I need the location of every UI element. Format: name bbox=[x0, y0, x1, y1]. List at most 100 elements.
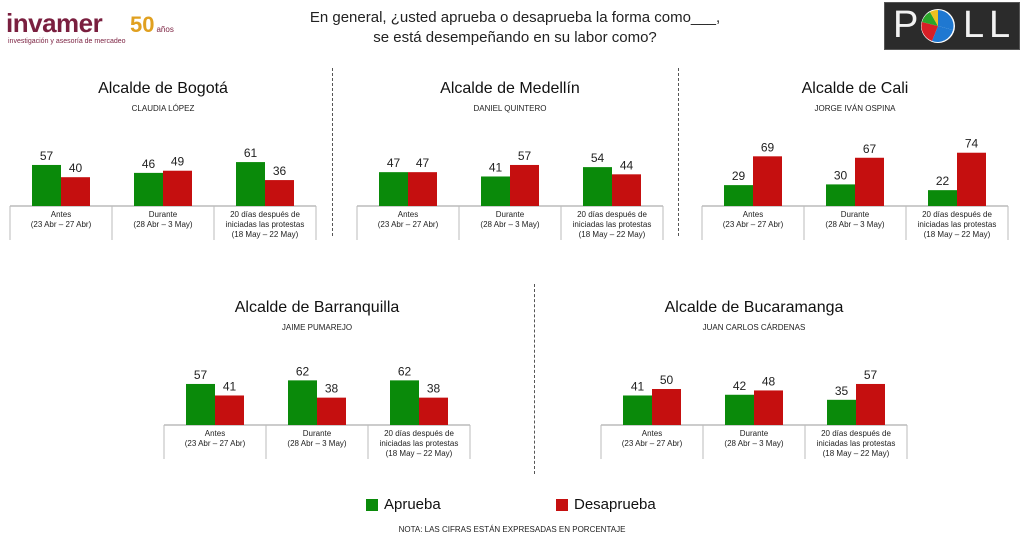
category-label: Antes bbox=[642, 429, 662, 438]
chart-subtitle: JAIME PUMAREJO bbox=[281, 323, 353, 332]
legend-label-aprueba: Aprueba bbox=[384, 496, 441, 513]
data-label: 38 bbox=[325, 382, 339, 396]
divider-3 bbox=[534, 284, 535, 474]
data-label: 41 bbox=[223, 379, 237, 393]
data-label: 44 bbox=[620, 158, 634, 172]
bar-aprueba bbox=[623, 395, 652, 425]
data-label: 30 bbox=[834, 168, 848, 182]
bar-desaprueba bbox=[419, 397, 448, 425]
bar-desaprueba bbox=[855, 157, 884, 206]
bar-aprueba bbox=[379, 172, 408, 206]
category-label: iniciadas las protestas bbox=[573, 220, 652, 229]
chart-medellin: Alcalde de Medellín DANIEL QUINTERO 47 47… bbox=[356, 80, 664, 250]
poll-letter-l1: L bbox=[963, 4, 985, 46]
category-label: (23 Abr – 27 Abr) bbox=[31, 220, 92, 229]
category-label: Durante bbox=[303, 429, 332, 438]
brand-anniversary: 50 años bbox=[130, 12, 174, 38]
category-label: Durante bbox=[149, 210, 178, 219]
chart-subtitle: JUAN CARLOS CÁRDENAS bbox=[702, 323, 806, 332]
brand-years: 50 bbox=[130, 12, 155, 37]
bar-aprueba bbox=[134, 172, 163, 206]
data-label: 41 bbox=[631, 379, 645, 393]
category-label: (18 May – 22 May) bbox=[232, 230, 299, 239]
category-label: iniciadas las protestas bbox=[226, 220, 305, 229]
bar-aprueba bbox=[481, 176, 510, 206]
data-label: 22 bbox=[936, 174, 950, 188]
legend-swatch-desaprueba bbox=[556, 498, 568, 511]
divider-2 bbox=[678, 68, 679, 236]
invamer-logo: invamer 50 años investigación y asesoría … bbox=[6, 8, 176, 46]
chart-title: Alcalde de Bogotá bbox=[98, 80, 228, 97]
category-label: iniciadas las protestas bbox=[918, 220, 997, 229]
data-label: 35 bbox=[835, 384, 849, 398]
category-label: Durante bbox=[496, 210, 525, 219]
bar-desaprueba bbox=[754, 390, 783, 425]
data-label: 50 bbox=[660, 373, 674, 387]
brand-name: invamer bbox=[6, 8, 103, 38]
category-label: 20 días después de bbox=[384, 429, 454, 438]
data-label: 47 bbox=[416, 156, 430, 170]
data-label: 62 bbox=[398, 364, 412, 378]
bar-aprueba bbox=[186, 383, 215, 425]
bar-desaprueba bbox=[61, 177, 90, 206]
bar-aprueba bbox=[826, 184, 855, 206]
category-label: (23 Abr – 27 Abr) bbox=[378, 220, 439, 229]
bar-aprueba bbox=[583, 167, 612, 206]
category-label: iniciadas las protestas bbox=[380, 439, 459, 448]
data-label: 54 bbox=[591, 151, 605, 165]
data-label: 74 bbox=[965, 137, 979, 151]
chart-title: Alcalde de Cali bbox=[801, 80, 909, 97]
chart-subtitle: JORGE IVÁN OSPINA bbox=[814, 104, 896, 113]
category-label: Antes bbox=[51, 210, 71, 219]
category-label: iniciadas las protestas bbox=[817, 439, 896, 448]
category-label: (23 Abr – 27 Abr) bbox=[185, 439, 246, 448]
chart-title: Alcalde de Medellín bbox=[440, 80, 580, 97]
category-label: (18 May – 22 May) bbox=[386, 449, 453, 458]
bar-chart-svg: 57 40 Antes(23 Abr – 27 Abr) 46 49 Durante(28… bbox=[9, 146, 317, 240]
data-label: 42 bbox=[733, 379, 747, 393]
category-label: (28 Abr – 3 May) bbox=[287, 439, 346, 448]
data-label: 36 bbox=[273, 164, 287, 178]
bar-aprueba bbox=[725, 394, 754, 425]
category-label: (23 Abr – 27 Abr) bbox=[622, 439, 683, 448]
brand-tagline: investigación y asesoría de mercadeo bbox=[8, 38, 126, 45]
data-label: 57 bbox=[518, 149, 532, 163]
chart-legend: Aprueba Desaprueba bbox=[0, 496, 1024, 516]
pie-chart-icon bbox=[921, 9, 955, 43]
bar-desaprueba bbox=[163, 170, 192, 206]
category-label: Antes bbox=[205, 429, 225, 438]
bar-desaprueba bbox=[612, 174, 641, 206]
data-label: 38 bbox=[427, 382, 441, 396]
bar-chart-svg: 41 50 Antes(23 Abr – 27 Abr) 42 48 Durante(28… bbox=[600, 368, 908, 459]
bar-aprueba bbox=[724, 185, 753, 206]
question-line-2: se está desempeñando en su labor como? bbox=[373, 29, 657, 46]
bar-desaprueba bbox=[753, 156, 782, 206]
category-label: Antes bbox=[398, 210, 418, 219]
data-label: 61 bbox=[244, 146, 258, 160]
data-label: 67 bbox=[863, 142, 877, 156]
category-label: 20 días después de bbox=[821, 429, 891, 438]
category-label: 20 días después de bbox=[230, 210, 300, 219]
legend-item-desaprueba: Desaprueba bbox=[556, 496, 656, 513]
bar-chart-svg: 47 47 Antes(23 Abr – 27 Abr) 41 57 Durante(28… bbox=[356, 149, 664, 240]
legend-swatch-aprueba bbox=[366, 498, 378, 511]
data-label: 48 bbox=[762, 374, 776, 388]
category-label: Durante bbox=[841, 210, 870, 219]
bar-aprueba bbox=[928, 190, 957, 206]
category-label: Antes bbox=[743, 210, 763, 219]
category-label: Durante bbox=[740, 429, 769, 438]
chart-title: Alcalde de Bucaramanga bbox=[664, 299, 844, 316]
data-label: 57 bbox=[864, 368, 878, 382]
category-label: 20 días después de bbox=[922, 210, 992, 219]
legend-label-desaprueba: Desaprueba bbox=[574, 496, 656, 513]
data-label: 62 bbox=[296, 364, 310, 378]
data-label: 41 bbox=[489, 160, 503, 174]
bar-desaprueba bbox=[215, 395, 244, 425]
bar-aprueba bbox=[288, 380, 317, 425]
category-label: (28 Abr – 3 May) bbox=[825, 220, 884, 229]
bar-desaprueba bbox=[856, 383, 885, 425]
category-label: (28 Abr – 3 May) bbox=[480, 220, 539, 229]
chart-subtitle: CLAUDIA LÓPEZ bbox=[131, 104, 195, 113]
category-label: (18 May – 22 May) bbox=[823, 449, 890, 458]
bar-desaprueba bbox=[408, 172, 437, 206]
